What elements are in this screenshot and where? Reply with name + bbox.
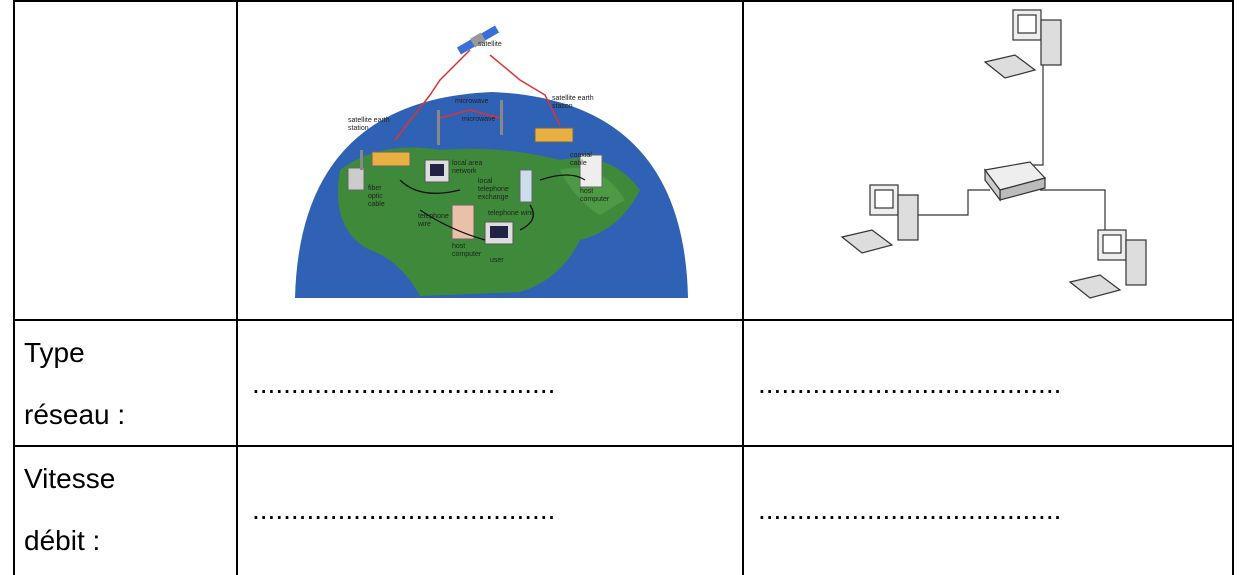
diagram-label: wire xyxy=(417,221,431,228)
table-borders xyxy=(13,0,1234,575)
row-label: Vitesse débit : xyxy=(24,463,116,556)
diagram-label: host xyxy=(452,243,465,250)
answer-blank: ....................................... xyxy=(252,494,556,525)
diagram-label: microwave xyxy=(455,98,489,105)
answer-blank: ....................................... xyxy=(758,368,1062,399)
diagram-label: computer xyxy=(580,196,610,203)
diagram-label: satellite earth xyxy=(348,117,390,124)
diagram-label: optic xyxy=(368,193,383,200)
diagram-label: satellite earth xyxy=(552,95,594,102)
diagram-label: cable xyxy=(570,160,587,167)
diagram-label: cable xyxy=(368,201,385,208)
lan-image xyxy=(840,9,1147,299)
wan-image xyxy=(295,25,688,298)
answer-blank: ....................................... xyxy=(758,494,1062,525)
diagram-label: station xyxy=(348,125,369,132)
diagram-label: exchange xyxy=(478,194,508,201)
diagram-label: coaxial xyxy=(570,152,592,159)
answer-blank: ....................................... xyxy=(252,368,556,399)
row-label: Type réseau : xyxy=(24,337,126,430)
diagram-label: telephone xyxy=(418,213,449,220)
diagram-label: station xyxy=(552,103,573,110)
diagram-label: telephone wire xyxy=(488,210,534,217)
diagram-label: computer xyxy=(452,251,482,258)
diagram-label: network xyxy=(452,168,477,175)
diagram-label: telephone xyxy=(478,186,509,193)
diagram-label: user xyxy=(490,257,504,264)
diagram-label: microwave xyxy=(462,116,496,123)
diagram-label: host xyxy=(580,188,593,195)
diagram-label: satellite xyxy=(478,41,502,48)
diagram-label: local xyxy=(478,178,493,185)
diagram-label: local area xyxy=(452,160,482,167)
diagram-label: fiber xyxy=(368,185,382,192)
